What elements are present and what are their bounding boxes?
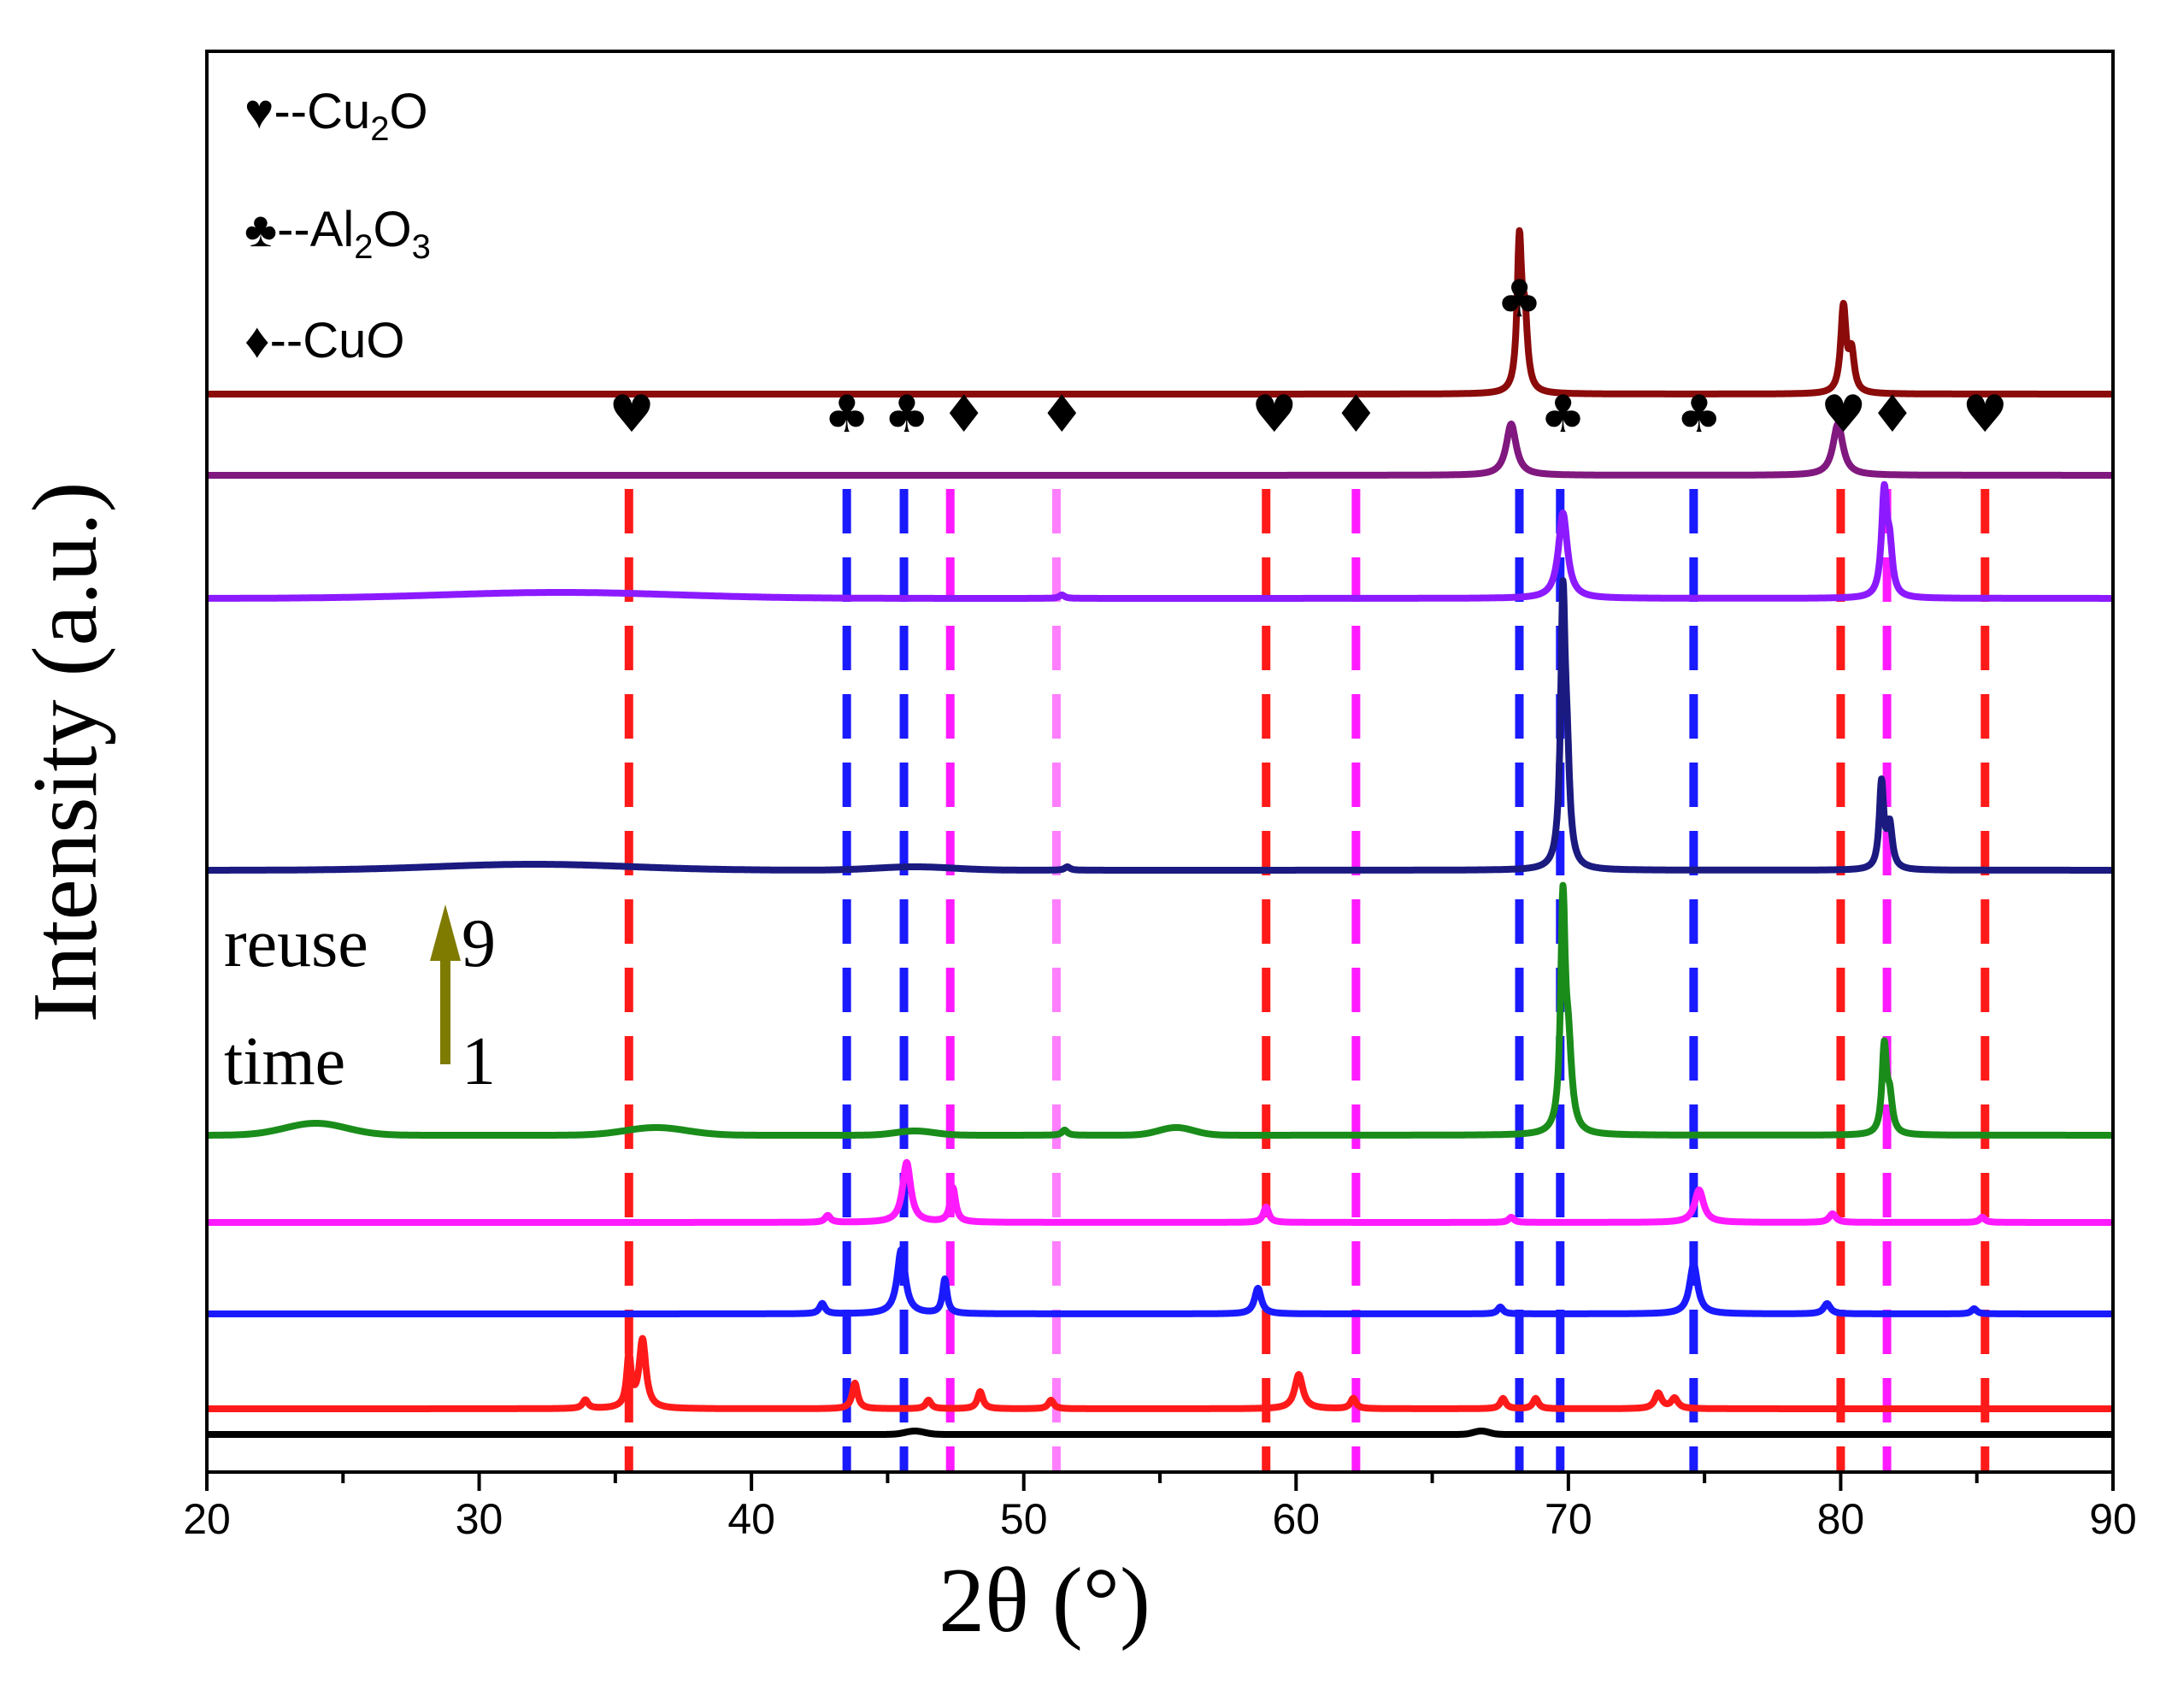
legend-symbol-club: ♣ (244, 202, 277, 257)
peak-marker: ♥ (609, 385, 655, 445)
reuse-annotation: reuse time 9 1 (224, 904, 496, 1099)
series-line-reuse-7 (203, 480, 2116, 602)
series-line-reuse-8 (203, 421, 2116, 479)
legend: ♥--Cu2O ♣--Al2O3 ♦--CuO (244, 84, 431, 368)
series-line-reuse-5 (203, 577, 2116, 874)
legend-entry-al2o3: ♣--Al2O3 (244, 202, 431, 266)
peak-marker: ♣ (1540, 385, 1586, 445)
x-tick-label: 80 (1817, 1495, 1865, 1543)
series-line-reuse-2 (203, 1158, 2116, 1226)
series-line-reuse-9 (203, 227, 2116, 398)
peak-marker: ♣ (1497, 269, 1543, 329)
series-line-reuse-3 (203, 881, 2116, 1139)
x-tick-label: 50 (1000, 1495, 1048, 1543)
legend-entry-cuo: ♦--CuO (244, 313, 405, 368)
annotation-top-value: 9 (462, 906, 496, 981)
annotation-time-label: time (224, 1024, 345, 1099)
peak-marker: ♦ (941, 385, 987, 445)
peak-marker: ♥ (1821, 385, 1867, 445)
peak-marker: ♣ (1676, 385, 1722, 445)
series-line-fresh (203, 1334, 2116, 1412)
x-axis-title: 2θ (°) (939, 1550, 1151, 1652)
x-tick-label: 30 (456, 1495, 503, 1543)
up-arrow-icon (430, 904, 461, 961)
series-group (203, 227, 2116, 1438)
peak-marker: ♦ (1039, 385, 1085, 445)
peak-marker: ♥ (1251, 385, 1298, 445)
series-line-substrate (203, 1428, 2116, 1438)
peak-marker: ♥ (1962, 385, 2008, 445)
peak-marker: ♣ (884, 385, 930, 445)
x-tick-label: 70 (1545, 1495, 1592, 1543)
x-axis-ticks: 20 30 40 50 60 70 80 90 (183, 1472, 2137, 1543)
legend-symbol-heart: ♥ (244, 84, 274, 139)
x-tick-label: 20 (183, 1495, 231, 1543)
legend-symbol-diamond: ♦ (244, 313, 270, 368)
x-tick-label: 40 (727, 1495, 775, 1543)
peak-markers: ♥ ♣ ♣ ♦ ♦ ♥ ♦♣♣ ♣ ♥ ♦ ♥ (609, 269, 2008, 445)
x-tick-label: 60 (1272, 1495, 1320, 1543)
annotation-reuse-label: reuse (224, 906, 368, 981)
peak-marker: ♣ (824, 385, 870, 445)
annotation-bottom-value: 1 (462, 1024, 496, 1099)
peak-marker: ♦ (1333, 385, 1379, 445)
legend-entry-cu2o: ♥--Cu2O (244, 84, 428, 148)
x-tick-label: 90 (2089, 1495, 2137, 1543)
y-axis-title: Intensity (a.u.) (15, 482, 116, 1023)
peak-marker: ♦ (1869, 385, 1916, 445)
series-line-reuse-1 (203, 1246, 2116, 1317)
